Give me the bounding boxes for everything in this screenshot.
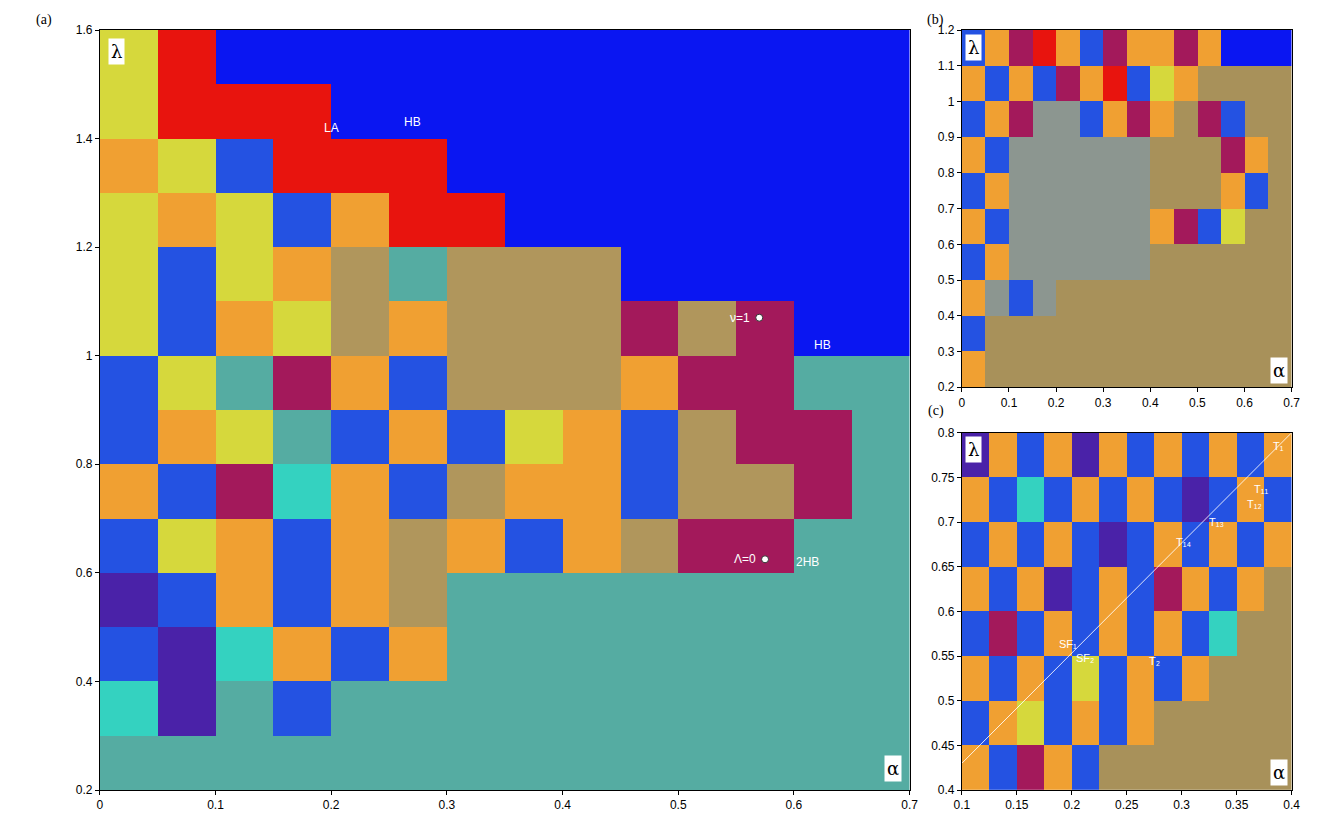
svg-text:0.4: 0.4 (76, 675, 93, 689)
svg-text:(b): (b) (927, 12, 944, 28)
svg-text:0.3: 0.3 (1173, 798, 1190, 812)
svg-text:0.8: 0.8 (938, 166, 955, 180)
svg-text:λ: λ (968, 439, 979, 460)
svg-text:LA: LA (324, 121, 339, 135)
svg-text:0.1: 0.1 (207, 798, 224, 812)
svg-text:0.45: 0.45 (931, 739, 955, 753)
svg-text:0.8: 0.8 (76, 457, 93, 471)
svg-text:T₁₃: T₁₃ (1209, 516, 1224, 528)
svg-text:0.35: 0.35 (1225, 798, 1249, 812)
svg-text:0.3: 0.3 (938, 345, 955, 359)
svg-text:α: α (1273, 762, 1285, 783)
svg-text:0.55: 0.55 (931, 649, 955, 663)
svg-text:α: α (1273, 360, 1285, 381)
svg-text:1: 1 (948, 95, 955, 109)
svg-text:(a): (a) (36, 12, 52, 28)
svg-text:1.2: 1.2 (76, 240, 93, 254)
svg-text:0.6: 0.6 (938, 605, 955, 619)
svg-text:1: 1 (86, 349, 93, 363)
svg-text:T₁: T₁ (1273, 440, 1284, 452)
svg-text:0.4: 0.4 (1142, 396, 1159, 410)
svg-text:0.3: 0.3 (439, 798, 456, 812)
svg-text:0.4: 0.4 (554, 798, 571, 812)
svg-text:SF₁: SF₁ (1059, 638, 1077, 650)
svg-text:λ: λ (111, 41, 122, 62)
svg-text:SF₂: SF₂ (1076, 652, 1094, 664)
svg-text:0.9: 0.9 (938, 130, 955, 144)
svg-text:λ: λ (968, 37, 979, 58)
svg-text:0.7: 0.7 (1283, 396, 1300, 410)
svg-text:0.25: 0.25 (1115, 798, 1139, 812)
svg-text:0.2: 0.2 (1048, 396, 1065, 410)
svg-text:0.5: 0.5 (670, 798, 687, 812)
svg-text:0.2: 0.2 (1063, 798, 1080, 812)
svg-text:0.6: 0.6 (786, 798, 803, 812)
svg-text:0.4: 0.4 (938, 783, 955, 797)
svg-text:0.15: 0.15 (1005, 798, 1029, 812)
svg-text:1.1: 1.1 (938, 59, 955, 73)
svg-text:α: α (887, 758, 899, 779)
svg-text:0.5: 0.5 (1189, 396, 1206, 410)
svg-text:0.75: 0.75 (931, 471, 955, 485)
svg-text:T₁₄: T₁₄ (1176, 536, 1191, 548)
svg-text:(c): (c) (928, 403, 944, 419)
svg-text:0.4: 0.4 (1283, 798, 1300, 812)
svg-text:0.2: 0.2 (323, 798, 340, 812)
svg-text:0.7: 0.7 (938, 515, 955, 529)
svg-text:HB: HB (814, 338, 831, 352)
svg-text:1.6: 1.6 (76, 23, 93, 37)
svg-text:T₂: T₂ (1149, 655, 1160, 667)
svg-text:0.4: 0.4 (938, 309, 955, 323)
svg-text:0.1: 0.1 (954, 798, 971, 812)
svg-text:0.5: 0.5 (938, 273, 955, 287)
svg-text:ν=1: ν=1 (730, 311, 750, 325)
svg-text:0.1: 0.1 (1001, 396, 1018, 410)
svg-text:1.2: 1.2 (938, 23, 955, 37)
svg-text:1.4: 1.4 (76, 132, 93, 146)
svg-text:T₁₁: T₁₁ (1254, 483, 1268, 495)
svg-text:0.3: 0.3 (1095, 396, 1112, 410)
svg-text:2HB: 2HB (796, 555, 819, 569)
svg-text:0.65: 0.65 (931, 560, 955, 574)
svg-text:0.7: 0.7 (938, 202, 955, 216)
svg-text:Λ=0: Λ=0 (734, 552, 756, 566)
svg-text:0.2: 0.2 (76, 783, 93, 797)
svg-text:T₁₂: T₁₂ (1247, 498, 1262, 510)
svg-text:0.7: 0.7 (901, 798, 918, 812)
svg-text:0.8: 0.8 (938, 426, 955, 440)
svg-text:0.2: 0.2 (938, 380, 955, 394)
svg-text:HB: HB (404, 115, 421, 129)
svg-text:0.6: 0.6 (1236, 396, 1253, 410)
svg-text:0.6: 0.6 (938, 238, 955, 252)
svg-text:0: 0 (959, 396, 966, 410)
svg-text:0: 0 (96, 798, 103, 812)
svg-text:0.5: 0.5 (938, 694, 955, 708)
svg-text:0.6: 0.6 (76, 566, 93, 580)
